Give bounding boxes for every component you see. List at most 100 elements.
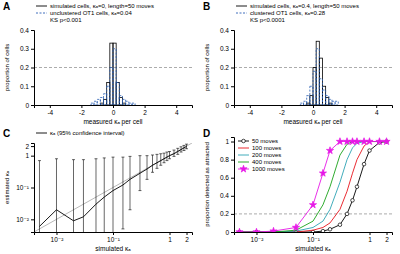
panel: B-4-202400.10.20.30.4measured κₐ per cel… bbox=[203, 1, 393, 126]
plot: 10⁻²10⁻¹1200.20.40.60.81simulated κₐprop… bbox=[204, 138, 393, 253]
legend-swatch bbox=[36, 133, 47, 134]
error-bar bbox=[147, 156, 148, 180]
histogram-series bbox=[91, 49, 135, 105]
error-cap bbox=[121, 228, 124, 229]
error-bar bbox=[164, 153, 165, 163]
tick-label: 10⁻² bbox=[16, 216, 30, 223]
tick-label: 2 bbox=[185, 236, 189, 243]
annotation: KS p<0.001 bbox=[50, 17, 82, 23]
error-cap bbox=[151, 154, 154, 155]
tick-mark bbox=[145, 105, 146, 108]
line bbox=[239, 142, 386, 232]
histogram-series bbox=[307, 41, 332, 105]
plot: 10⁻²10⁻¹1210⁻²10⁻¹12simulated κₐestimate… bbox=[4, 143, 193, 252]
error-bar bbox=[95, 159, 96, 232]
tick: 0 bbox=[112, 105, 116, 116]
error-cap bbox=[182, 150, 185, 151]
plot: -4-202400.10.20.30.4measured κₐ per cell… bbox=[4, 27, 193, 126]
tick: -4 bbox=[47, 105, 53, 116]
tick-label: 0 bbox=[225, 229, 229, 236]
legend-swatch bbox=[238, 148, 249, 149]
tick-mark bbox=[176, 105, 177, 108]
tick-mark bbox=[231, 196, 234, 197]
error-bar bbox=[122, 157, 123, 229]
histogram-bar bbox=[335, 101, 338, 105]
error-cap bbox=[185, 144, 188, 145]
tick-mark bbox=[370, 232, 371, 235]
tick-label: 0.2 bbox=[220, 210, 229, 217]
tick-label: -4 bbox=[47, 109, 53, 116]
tick-label: 1 bbox=[368, 236, 372, 243]
histogram-bar bbox=[113, 49, 116, 105]
tick-label: 10⁻¹ bbox=[107, 236, 121, 243]
y-axis-title: proportion of cells bbox=[4, 44, 10, 91]
x-axis-title: measured κₐ per cell bbox=[283, 118, 343, 126]
tick: 0 bbox=[225, 229, 234, 236]
histogram-bar bbox=[300, 103, 303, 105]
tick: 1 bbox=[225, 138, 234, 145]
line-series bbox=[239, 142, 386, 232]
tick-label: 0.4 bbox=[220, 192, 229, 199]
error-cap bbox=[146, 155, 149, 156]
error-cap bbox=[165, 160, 168, 161]
histogram-bar bbox=[332, 101, 335, 105]
marker bbox=[351, 199, 355, 203]
marker bbox=[326, 147, 333, 154]
legend-swatch bbox=[236, 13, 247, 14]
reference-line bbox=[234, 213, 392, 214]
tick-mark bbox=[256, 232, 257, 235]
error-cap bbox=[138, 190, 141, 191]
axis-x: -4-2024 bbox=[35, 105, 193, 116]
error-cap bbox=[165, 152, 168, 153]
marker bbox=[336, 138, 343, 145]
histogram-bar bbox=[107, 86, 110, 105]
tick: 0.8 bbox=[220, 156, 234, 163]
tick: 10⁻² bbox=[251, 232, 265, 243]
tick: 0.4 bbox=[220, 27, 234, 34]
error-bar bbox=[39, 161, 40, 232]
tick: 4 bbox=[175, 105, 179, 116]
tick-label: 0 bbox=[112, 109, 116, 116]
error-cap bbox=[180, 146, 183, 147]
error-cap bbox=[82, 159, 85, 160]
line bbox=[239, 142, 386, 232]
tick-mark bbox=[250, 105, 251, 108]
marker bbox=[253, 228, 260, 232]
histogram-bar bbox=[307, 96, 310, 105]
axis-x: 10⁻²10⁻¹12 bbox=[35, 232, 193, 243]
marker bbox=[353, 138, 360, 145]
error-cap bbox=[172, 156, 175, 157]
histogram-bar bbox=[313, 71, 316, 105]
tick-label: 1 bbox=[168, 236, 172, 243]
tick-label: 1 bbox=[225, 138, 229, 145]
histogram-bar bbox=[316, 49, 319, 105]
histogram-series bbox=[100, 43, 125, 105]
histogram-bar bbox=[288, 105, 291, 106]
histogram-bar bbox=[326, 96, 329, 105]
histogram-bar bbox=[304, 101, 307, 105]
tick: 10⁻¹ bbox=[107, 232, 121, 243]
tick-label: -2 bbox=[79, 109, 85, 116]
tick: 1 bbox=[368, 232, 372, 243]
tick: 0.3 bbox=[20, 45, 34, 52]
histogram-bar bbox=[126, 101, 129, 105]
tick-label: 0.2 bbox=[20, 64, 29, 71]
tick-mark bbox=[113, 105, 114, 108]
figure: A-4-202400.10.20.30.4measured κₐ per cel… bbox=[0, 0, 400, 254]
tick-mark bbox=[187, 232, 188, 235]
histogram-bar bbox=[110, 43, 113, 105]
legend-swatch bbox=[236, 6, 247, 7]
histogram-bar bbox=[329, 99, 332, 105]
tick: 1 bbox=[25, 152, 34, 159]
tick-mark bbox=[231, 68, 234, 69]
histogram-bar bbox=[104, 99, 107, 105]
error-cap bbox=[176, 154, 179, 155]
legend-label: simulated cells, κₐ=0.4, length=50 moves bbox=[250, 3, 359, 9]
tick: 2 bbox=[25, 143, 34, 150]
tick: 0.4 bbox=[20, 27, 34, 34]
panel: A-4-202400.10.20.30.4measured κₐ per cel… bbox=[3, 1, 193, 126]
tick: 0.1 bbox=[20, 83, 34, 90]
tick-mark bbox=[31, 219, 34, 220]
tick-mark bbox=[231, 105, 234, 106]
tick-label: 10⁻¹ bbox=[307, 236, 321, 243]
